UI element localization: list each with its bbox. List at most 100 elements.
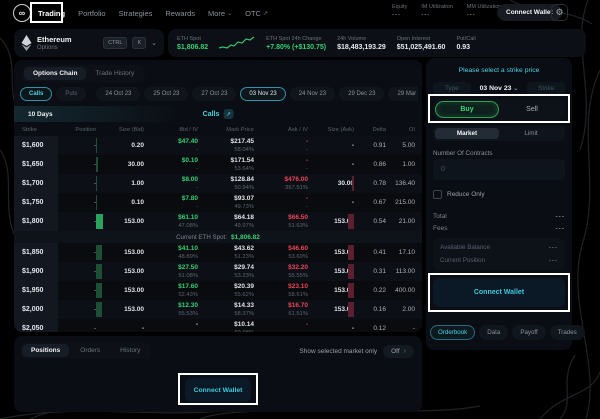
- market-filter-toggle[interactable]: Off ›: [383, 345, 414, 358]
- strike-cell: $1,650: [14, 155, 58, 174]
- bid-depth-bar: [96, 245, 102, 260]
- account-panel: Available Balance --- Current Position -…: [433, 238, 565, 270]
- oi-cell: 17.10: [398, 248, 415, 256]
- bid-iv-cell: --: [144, 319, 198, 333]
- expiry-selector[interactable]: 03 Nov 23 ⌄: [474, 85, 525, 92]
- sell-button[interactable]: Sell: [526, 106, 538, 113]
- tab-market[interactable]: Market: [435, 128, 499, 139]
- current-spot-divider: Current ETH Spot: $1,806.82: [14, 231, 422, 243]
- market-stats-bar: ETH Spot $1,806.82 ETH Spot 24h Change +…: [168, 29, 586, 57]
- option-row-1-850[interactable]: $1,850-153.00 $41.10 48.89% $43.62 51.23% $46…: [14, 243, 422, 262]
- mark-value: $93.07: [234, 194, 254, 202]
- fees-value: ---: [555, 225, 565, 232]
- tab-payoff[interactable]: Payoff: [512, 325, 546, 340]
- tab-trade-history[interactable]: Trade History: [95, 70, 135, 77]
- date-pill-27-oct-23[interactable]: 27 Oct 23: [192, 87, 237, 101]
- eth-spot-stat: ETH Spot $1,806.82: [177, 36, 208, 51]
- bid-value: $27.50: [178, 263, 198, 271]
- option-row-1-700[interactable]: $1,700-1.00 $8.00- $128.84 50.94% $476.00 367…: [14, 174, 422, 193]
- calls-section-header: Calls ↗: [203, 109, 234, 119]
- connect-wallet-button-order[interactable]: Connect Wallet: [433, 278, 565, 307]
- tab-options-chain[interactable]: Options Chain: [24, 67, 87, 80]
- contracts-input[interactable]: [433, 159, 565, 180]
- im-utilization-value: ---: [421, 12, 431, 18]
- size-bid-value: 153.00: [124, 217, 144, 225]
- date-pill-29-mar-24[interactable]: 29 Mar 24: [388, 87, 418, 101]
- settings-gear-icon[interactable]: ⚙: [551, 4, 568, 21]
- ask-iv-cell: $66.50 51.63%: [254, 212, 308, 231]
- bid-depth-bar: [96, 264, 102, 279]
- current-spot-value: $1,806.82: [230, 233, 260, 241]
- chevron-down-icon: ⌄: [513, 86, 519, 92]
- ask-value: -: [305, 320, 308, 328]
- ask-value: $32.20: [288, 263, 308, 271]
- delta-cell: 0.54: [373, 217, 386, 225]
- calls-toggle[interactable]: Calls: [20, 87, 53, 101]
- size-bid-value: 153.00: [124, 286, 144, 294]
- option-row-1-900[interactable]: $1,900-153.00 $27.50 51.08% $29.74 53.23% $32…: [14, 262, 422, 281]
- days-filter[interactable]: 10 Days: [28, 110, 53, 118]
- nav-item-trading[interactable]: Trading: [38, 8, 66, 18]
- strike-cell: $2,050: [14, 319, 58, 332]
- reduce-only-checkbox[interactable]: [433, 190, 442, 199]
- date-pill-24-nov-23[interactable]: 24 Nov 23: [289, 87, 336, 101]
- nav-item-portfolio[interactable]: Portfolio: [78, 8, 106, 18]
- external-link-icon[interactable]: ↗: [223, 109, 234, 119]
- strike-selector[interactable]: Strike: [527, 82, 565, 95]
- im-utilization-stat: IM Utilization ---: [421, 4, 452, 18]
- buy-button[interactable]: Buy: [435, 101, 499, 118]
- size-ask-cell: 153.00: [308, 281, 354, 300]
- option-row-2-000[interactable]: $2,000-153.00 $12.30 55.53% $14.33 58.37% $16…: [14, 300, 422, 319]
- delta-cell: 0.22: [373, 286, 386, 294]
- tab-history[interactable]: History: [120, 347, 141, 354]
- date-pill-24-oct-23[interactable]: 24 Oct 23: [96, 87, 141, 101]
- current-position-row: Current Position ---: [440, 257, 558, 264]
- size-ask-cell: 153.00: [308, 243, 354, 262]
- mark-price-cell: $14.33 58.37%: [198, 300, 254, 319]
- bid-iv-cell: $0.10-: [144, 155, 198, 174]
- tab-limit[interactable]: Limit: [524, 130, 538, 137]
- ask-depth-bar: [348, 245, 354, 260]
- size-bid-cell: -: [96, 319, 144, 332]
- tab-orderbook[interactable]: Orderbook: [430, 325, 476, 340]
- im-utilization-label: IM Utilization: [421, 4, 453, 10]
- tab-positions[interactable]: Positions: [22, 344, 70, 357]
- option-row-1-800[interactable]: $1,800-153.00 $61.10 47.08% $64.18 49.97% $66…: [14, 212, 422, 231]
- option-row-1-600[interactable]: $1,600-0.20 $47.40- $217.45 58.04% - - -0.91 5.…: [14, 136, 422, 155]
- size-bid-cell: 0.20: [96, 136, 144, 155]
- bid-value: $41.10: [178, 244, 198, 252]
- nav-item-strategies[interactable]: Strategies: [118, 8, 153, 18]
- connect-wallet-button-nav[interactable]: Connect Wallet: [497, 4, 562, 21]
- open-interest-value: $51,025,491.60: [396, 43, 446, 51]
- market-selector[interactable]: Ethereum Options CTRL K ⌄: [14, 29, 164, 57]
- size-bid-value: 153.00: [124, 248, 144, 256]
- date-pill-29-dec-23[interactable]: 29 Dec 23: [339, 87, 385, 101]
- eth-24h-change-value: +7.80% (+$130.75): [266, 43, 327, 51]
- size-ask-cell: 153.00: [308, 300, 354, 319]
- chevron-down-icon: ⌄: [227, 10, 233, 17]
- bid-iv-cell: $12.30 55.53%: [144, 300, 198, 319]
- date-pill-25-oct-23[interactable]: 25 Oct 23: [144, 87, 189, 101]
- option-row-2-050[interactable]: $2,050----$10.1460.98%---0.12-: [14, 319, 422, 332]
- tab-trades[interactable]: Trades: [549, 325, 585, 340]
- delta-cell: 0.67: [373, 198, 386, 206]
- ask-iv-cell: $16.70 61.51%: [254, 300, 308, 319]
- chevron-down-icon[interactable]: ⌄: [151, 40, 157, 47]
- chain-filter-row: Calls Puts 24 Oct 23 25 Oct 23 27 Oct 23 03…: [20, 87, 418, 101]
- connect-wallet-button-positions[interactable]: Connect Wallet: [185, 378, 251, 402]
- nav-item-more[interactable]: More ⌄: [207, 8, 233, 18]
- nav-item-otc[interactable]: OTC ↗: [245, 8, 268, 18]
- date-pill-03-nov-23[interactable]: 03 Nov 23: [240, 87, 286, 101]
- option-row-1-950[interactable]: $1,950-153.00 $17.60 52.43% $20.39 55.62% $23…: [14, 281, 422, 300]
- tab-orders[interactable]: Orders: [80, 347, 101, 354]
- puts-toggle[interactable]: Puts: [56, 87, 87, 101]
- option-row-1-750[interactable]: $1,750-0.10 $7.80- $93.07 49.73% - - -0.67 215.…: [14, 193, 422, 212]
- nav-item-rewards[interactable]: Rewards: [165, 8, 195, 18]
- option-row-1-650[interactable]: $1,650-30.00 $0.10- $171.54 53.64% - - -0.86 1.…: [14, 155, 422, 174]
- size-ask-value: 153.00: [334, 305, 354, 313]
- aevo-logo-icon[interactable]: ∞: [13, 4, 31, 22]
- mark-price-cell: $29.74 53.23%: [198, 262, 254, 281]
- tab-data[interactable]: Data: [479, 325, 509, 340]
- type-selector[interactable]: Type: [433, 82, 471, 95]
- open-interest-stat: Open Interest $51,025,491.60: [397, 36, 446, 51]
